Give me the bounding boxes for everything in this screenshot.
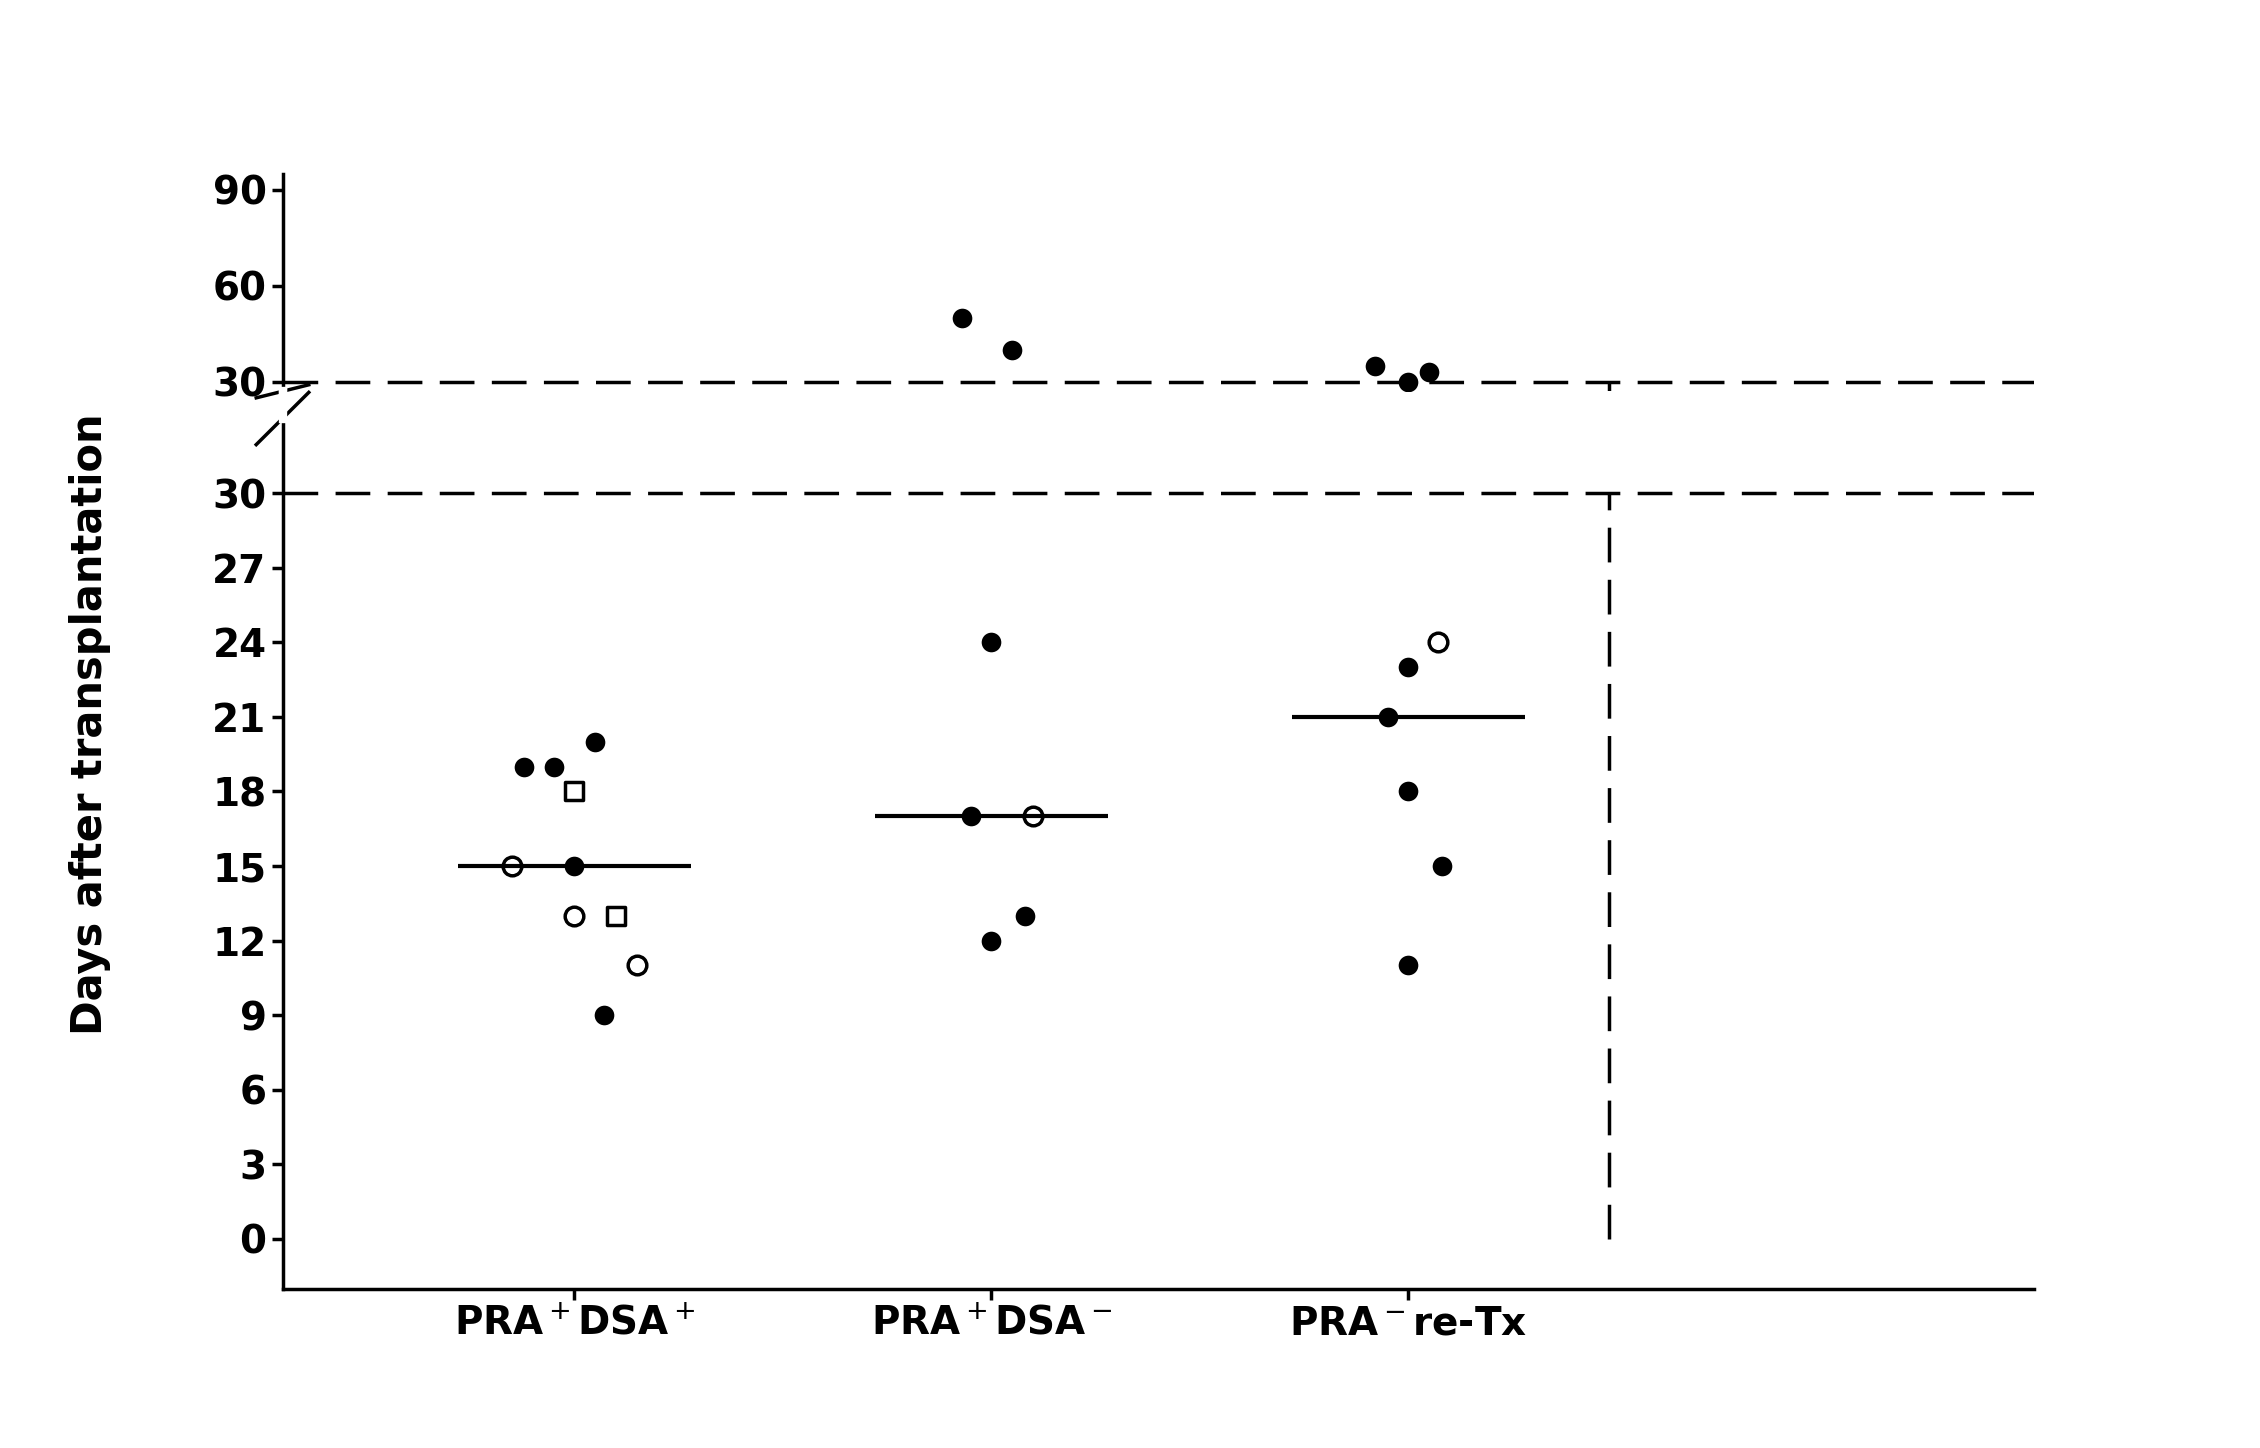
Point bbox=[506, 754, 542, 778]
Point bbox=[1390, 954, 1426, 977]
Point bbox=[1390, 780, 1426, 804]
Point bbox=[585, 1003, 622, 1027]
Point bbox=[974, 930, 1010, 953]
Point bbox=[556, 904, 592, 927]
Point bbox=[619, 954, 655, 977]
Point bbox=[1390, 656, 1426, 679]
Point bbox=[576, 730, 612, 753]
Point bbox=[556, 854, 592, 877]
Point bbox=[1390, 371, 1426, 394]
Point bbox=[1370, 705, 1406, 728]
Point bbox=[556, 780, 592, 804]
Point bbox=[951, 805, 988, 828]
Point bbox=[994, 339, 1031, 362]
Point bbox=[1356, 355, 1392, 378]
Point bbox=[536, 754, 572, 778]
Point bbox=[493, 854, 529, 877]
Point bbox=[1006, 904, 1042, 927]
Point bbox=[1015, 805, 1051, 828]
Point bbox=[599, 904, 635, 927]
Point bbox=[974, 631, 1010, 654]
Point bbox=[1424, 854, 1460, 877]
Point bbox=[1419, 631, 1455, 654]
Point bbox=[1410, 361, 1446, 384]
Text: Days after transplantation: Days after transplantation bbox=[70, 413, 111, 1035]
Point bbox=[945, 306, 981, 329]
